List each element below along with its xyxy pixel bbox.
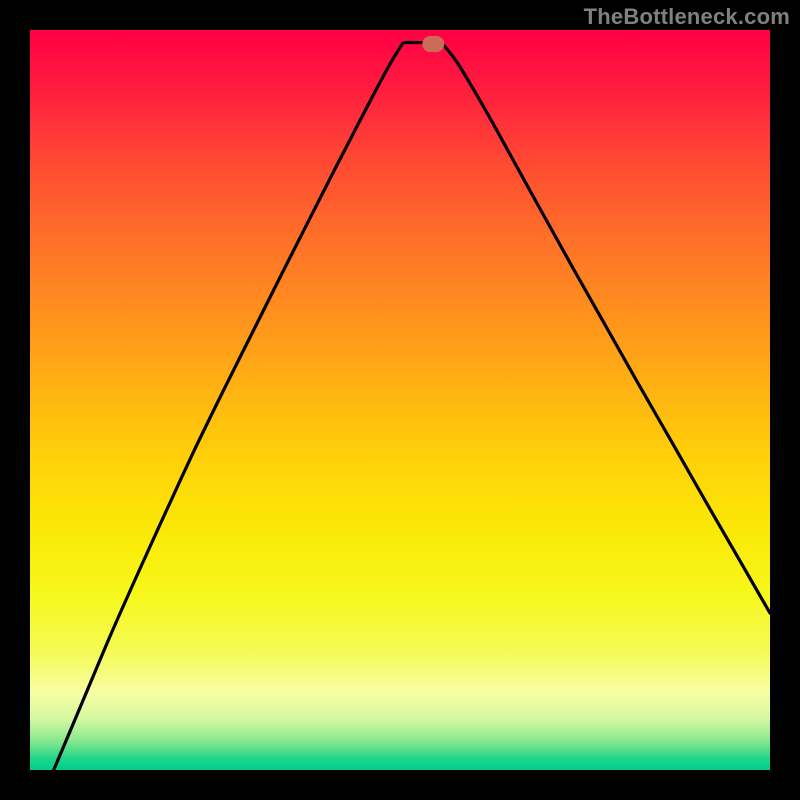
bottleneck-chart (0, 0, 800, 800)
minimum-marker (422, 36, 444, 52)
chart-stage: TheBottleneck.com (0, 0, 800, 800)
watermark-text: TheBottleneck.com (584, 4, 790, 30)
plot-background (30, 30, 770, 770)
